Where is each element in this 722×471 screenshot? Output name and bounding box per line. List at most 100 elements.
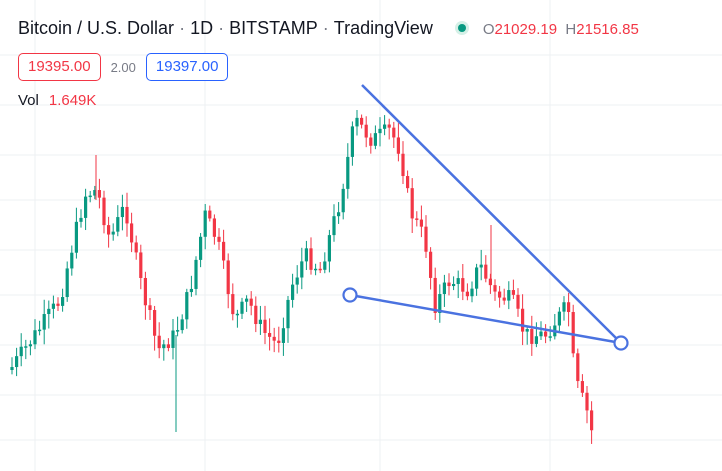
candle[interactable]: [153, 305, 157, 351]
candle[interactable]: [65, 261, 69, 302]
candle[interactable]: [567, 292, 571, 327]
candle[interactable]: [102, 190, 106, 234]
candle[interactable]: [203, 204, 207, 250]
candle[interactable]: [447, 273, 451, 296]
buy-price-button[interactable]: 19397.00: [145, 53, 229, 81]
candle[interactable]: [111, 223, 115, 241]
candle[interactable]: [424, 215, 428, 259]
candle[interactable]: [130, 212, 134, 253]
candle[interactable]: [521, 294, 525, 346]
candle[interactable]: [51, 295, 55, 319]
candle[interactable]: [461, 264, 465, 301]
candle[interactable]: [286, 296, 290, 343]
candle[interactable]: [240, 297, 244, 320]
candle[interactable]: [557, 307, 561, 333]
candle[interactable]: [507, 281, 511, 310]
candle[interactable]: [438, 284, 442, 323]
candle[interactable]: [429, 247, 433, 290]
candle[interactable]: [42, 299, 46, 345]
candle[interactable]: [194, 256, 198, 296]
candle[interactable]: [314, 263, 318, 276]
candle[interactable]: [88, 190, 92, 203]
candle[interactable]: [258, 305, 262, 335]
candle[interactable]: [212, 214, 216, 245]
candle[interactable]: [309, 237, 313, 275]
candle[interactable]: [125, 192, 129, 237]
candle[interactable]: [226, 253, 230, 309]
candle[interactable]: [272, 327, 276, 353]
candle[interactable]: [484, 255, 488, 283]
candle[interactable]: [539, 321, 543, 341]
candle[interactable]: [143, 271, 147, 320]
candle[interactable]: [10, 357, 14, 375]
candle[interactable]: [19, 333, 23, 367]
candle[interactable]: [364, 116, 368, 148]
candle[interactable]: [24, 339, 28, 360]
candle[interactable]: [465, 283, 469, 301]
candle[interactable]: [116, 205, 120, 237]
candle[interactable]: [323, 252, 327, 274]
candle[interactable]: [337, 202, 341, 224]
candle[interactable]: [493, 279, 497, 301]
candle[interactable]: [548, 326, 552, 342]
candle[interactable]: [263, 305, 267, 345]
candle[interactable]: [470, 281, 474, 303]
candle[interactable]: [544, 324, 548, 344]
candle[interactable]: [79, 209, 83, 228]
candle[interactable]: [534, 322, 538, 348]
candle[interactable]: [415, 211, 419, 227]
candle[interactable]: [498, 285, 502, 308]
candle[interactable]: [295, 265, 299, 294]
interval-label[interactable]: 1D: [190, 18, 214, 38]
candle[interactable]: [235, 309, 239, 328]
candle[interactable]: [107, 216, 111, 248]
candle[interactable]: [84, 188, 88, 231]
candle[interactable]: [442, 274, 446, 307]
candle[interactable]: [33, 319, 37, 350]
trendline-anchor-handle[interactable]: [613, 335, 629, 351]
candle[interactable]: [452, 276, 456, 291]
candle[interactable]: [355, 110, 359, 136]
candle[interactable]: [277, 326, 281, 353]
candle[interactable]: [406, 170, 410, 193]
candle[interactable]: [360, 114, 364, 129]
candle[interactable]: [93, 185, 97, 200]
symbol-name[interactable]: Bitcoin / U.S. Dollar: [18, 18, 175, 38]
candle[interactable]: [291, 273, 295, 308]
trendline-anchor-handle[interactable]: [342, 287, 358, 303]
candle[interactable]: [171, 319, 175, 360]
candle[interactable]: [281, 317, 285, 356]
candle[interactable]: [189, 275, 193, 297]
candle[interactable]: [185, 288, 189, 329]
candle[interactable]: [392, 121, 396, 148]
candle[interactable]: [525, 325, 529, 345]
candle[interactable]: [373, 125, 377, 150]
candle[interactable]: [166, 338, 170, 352]
candle[interactable]: [585, 386, 589, 424]
candle[interactable]: [97, 178, 101, 209]
candle[interactable]: [350, 121, 354, 166]
candle[interactable]: [61, 288, 65, 312]
candle[interactable]: [511, 279, 515, 300]
candle[interactable]: [157, 322, 161, 359]
upper-trendline[interactable]: [361, 84, 622, 344]
candle[interactable]: [304, 240, 308, 270]
candle[interactable]: [70, 245, 74, 276]
candle[interactable]: [571, 304, 575, 358]
candle[interactable]: [162, 339, 166, 361]
candle[interactable]: [396, 123, 400, 162]
candle[interactable]: [479, 249, 483, 281]
candle[interactable]: [562, 296, 566, 321]
candle[interactable]: [208, 205, 212, 222]
candle[interactable]: [378, 117, 382, 147]
candle[interactable]: [217, 228, 221, 250]
candle[interactable]: [120, 194, 124, 231]
candle[interactable]: [327, 229, 331, 273]
candle[interactable]: [383, 115, 387, 136]
candle[interactable]: [341, 183, 345, 220]
candle[interactable]: [300, 247, 304, 290]
candle[interactable]: [456, 270, 460, 299]
candle[interactable]: [346, 143, 350, 199]
candle[interactable]: [369, 133, 373, 154]
candlestick-series[interactable]: [10, 110, 594, 444]
